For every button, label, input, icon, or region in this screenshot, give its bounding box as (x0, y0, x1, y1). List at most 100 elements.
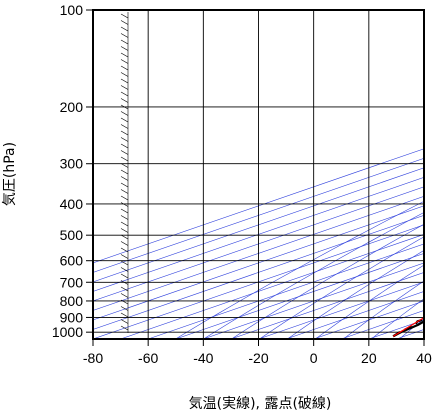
wind-barb (120, 195, 129, 201)
dry-adiabat-line (175, 200, 424, 339)
wind-barb (120, 234, 129, 240)
wind-barb (120, 104, 129, 110)
x-tick-label: 0 (310, 350, 318, 366)
wind-barb (120, 228, 129, 233)
y-tick-label: 400 (60, 196, 84, 212)
temperature-line (392, 320, 424, 338)
wind-barb (120, 319, 129, 324)
dry-adiabat-line (231, 223, 424, 339)
wind-barb (120, 306, 129, 311)
y-tick-label: 800 (60, 293, 84, 309)
isotherm-line (93, 186, 424, 302)
chart-gridlines (86, 9, 425, 346)
wind-barb (120, 260, 129, 266)
x-tick-label: -60 (138, 350, 158, 366)
wind-barb (120, 163, 129, 168)
wind-barb (120, 98, 129, 103)
wind-barb (120, 117, 129, 123)
wind-barb (120, 299, 129, 305)
y-tick-label: 900 (60, 309, 84, 325)
y-tick-label: 200 (60, 99, 84, 115)
wind-barb (120, 215, 129, 220)
y-tick-label: 1000 (52, 324, 83, 340)
isotherm-line (93, 148, 424, 264)
wind-barb (120, 26, 129, 32)
dry-adiabat-line (343, 280, 424, 339)
x-tick-label: -40 (193, 350, 213, 366)
isotherm-line (93, 176, 424, 292)
isotherm-line (120, 234, 424, 339)
wind-barb (120, 39, 129, 45)
wind-barb (120, 78, 129, 84)
wind-barb (120, 312, 129, 318)
isotherm-line (203, 262, 424, 339)
dry-adiabat-line (371, 298, 424, 339)
wind-barb (120, 286, 129, 292)
plot-frame (92, 9, 425, 340)
wind-barb (120, 280, 129, 285)
wind-barb (120, 293, 129, 298)
wind-barb (120, 13, 129, 19)
wind-barb (120, 254, 129, 259)
isotherm-line (175, 253, 424, 339)
wind-barb (120, 85, 129, 90)
wind-barb (120, 59, 129, 64)
dry-adiabat-line (287, 250, 424, 339)
dry-adiabat-line (259, 236, 424, 339)
x-tick-label: 40 (416, 350, 432, 366)
isotherm-line (341, 310, 424, 339)
wind-barb (120, 221, 129, 227)
x-tick-label: -80 (83, 350, 103, 366)
y-tick-label: 300 (60, 156, 84, 172)
wind-barb (120, 247, 129, 253)
x-tick-label: 20 (361, 350, 377, 366)
wind-barb (120, 208, 129, 214)
wind-barb (120, 325, 129, 331)
dry-adiabat-line (203, 212, 424, 339)
wind-barb (120, 72, 129, 77)
dewpoint-line (392, 318, 424, 338)
wind-barb (120, 202, 129, 207)
wind-barb (120, 91, 129, 97)
wind-barb (120, 52, 129, 58)
dry-adiabat-line (315, 264, 424, 339)
y-tick-label: 700 (60, 274, 84, 290)
isotherm-line (93, 157, 424, 273)
y-tick-label: 500 (60, 227, 84, 243)
wind-barb (120, 150, 129, 155)
isotherm-line (93, 215, 424, 330)
chart-labels: 15101520g1002003004005006007008009001000… (52, 2, 432, 366)
wind-barb (120, 20, 129, 25)
wind-barb (120, 65, 129, 71)
isotherm-line (423, 338, 424, 339)
chart-background-lines (93, 10, 435, 339)
wind-barb (120, 156, 129, 162)
dry-adiabat-line (427, 10, 435, 339)
isotherm-line (93, 167, 424, 283)
wind-barb (120, 273, 129, 279)
wind-barb (120, 176, 129, 181)
wind-barb (120, 169, 129, 175)
wind-barb (120, 33, 129, 38)
chart-series (392, 317, 424, 338)
y-axis-title: 気圧(hPa) (2, 142, 18, 206)
x-axis-title: 気温(実線), 露点(破線) (189, 396, 332, 412)
wind-barb (120, 137, 129, 142)
wind-barb (120, 241, 129, 246)
wind-barb (120, 124, 129, 129)
isotherm-line (93, 205, 424, 321)
y-tick-label: 600 (60, 253, 84, 269)
wind-barb (120, 182, 129, 188)
isotherm-line (230, 272, 424, 339)
wind-barb (120, 143, 129, 149)
isotherm-line (93, 196, 424, 311)
isotherm-line (93, 224, 424, 339)
y-tick-label: 100 (60, 2, 84, 18)
wind-barb (120, 111, 129, 116)
isotherm-line (258, 281, 424, 339)
wind-barb (120, 130, 129, 136)
x-tick-label: -20 (248, 350, 268, 366)
wind-barb (120, 46, 129, 51)
wind-barb (120, 189, 129, 194)
